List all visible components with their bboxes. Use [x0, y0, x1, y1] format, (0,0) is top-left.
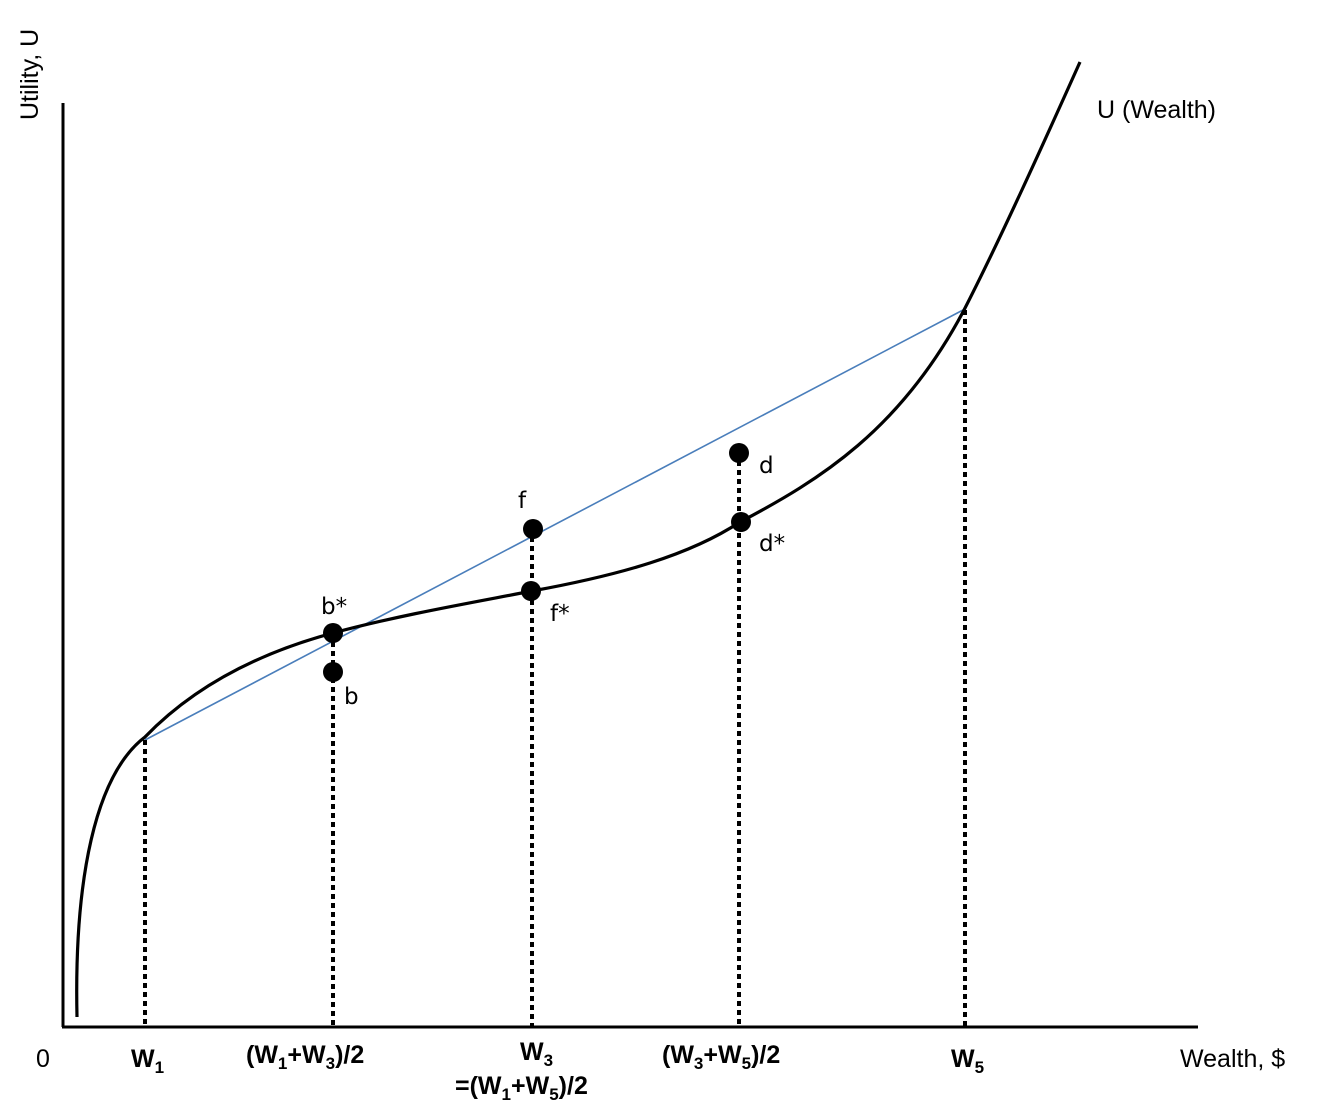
dotted-guides [143, 310, 967, 1027]
points [323, 443, 751, 682]
label-d: d [759, 453, 774, 479]
tick-w3: W3 [520, 1038, 553, 1070]
label-d-star: d* [759, 531, 785, 557]
point-f [523, 519, 543, 539]
point-f-star [521, 581, 541, 601]
point-d [729, 443, 749, 463]
y-axis-title: Utility, U [16, 29, 44, 120]
label-b: b [344, 684, 359, 710]
utility-curve [75, 61, 1082, 1018]
origin-label: 0 [36, 1045, 50, 1073]
tick-w5: W5 [951, 1045, 984, 1077]
tick-w3-equality: =(W1+W5)/2 [455, 1072, 588, 1104]
point-b [323, 662, 343, 682]
point-d-star [731, 512, 751, 532]
label-f: f [518, 488, 527, 514]
label-b-star: b* [321, 594, 347, 620]
tick-w1w3: (W1+W3)/2 [246, 1041, 364, 1073]
tick-w3w5: (W3+W5)/2 [662, 1041, 780, 1073]
point-b-star [323, 623, 343, 643]
x-axis-title: Wealth, $ [1180, 1045, 1285, 1073]
chord-line [144, 309, 964, 741]
tick-w1: W1 [131, 1045, 164, 1077]
curve-label: U (Wealth) [1097, 96, 1216, 124]
label-f-star: f* [550, 601, 570, 627]
